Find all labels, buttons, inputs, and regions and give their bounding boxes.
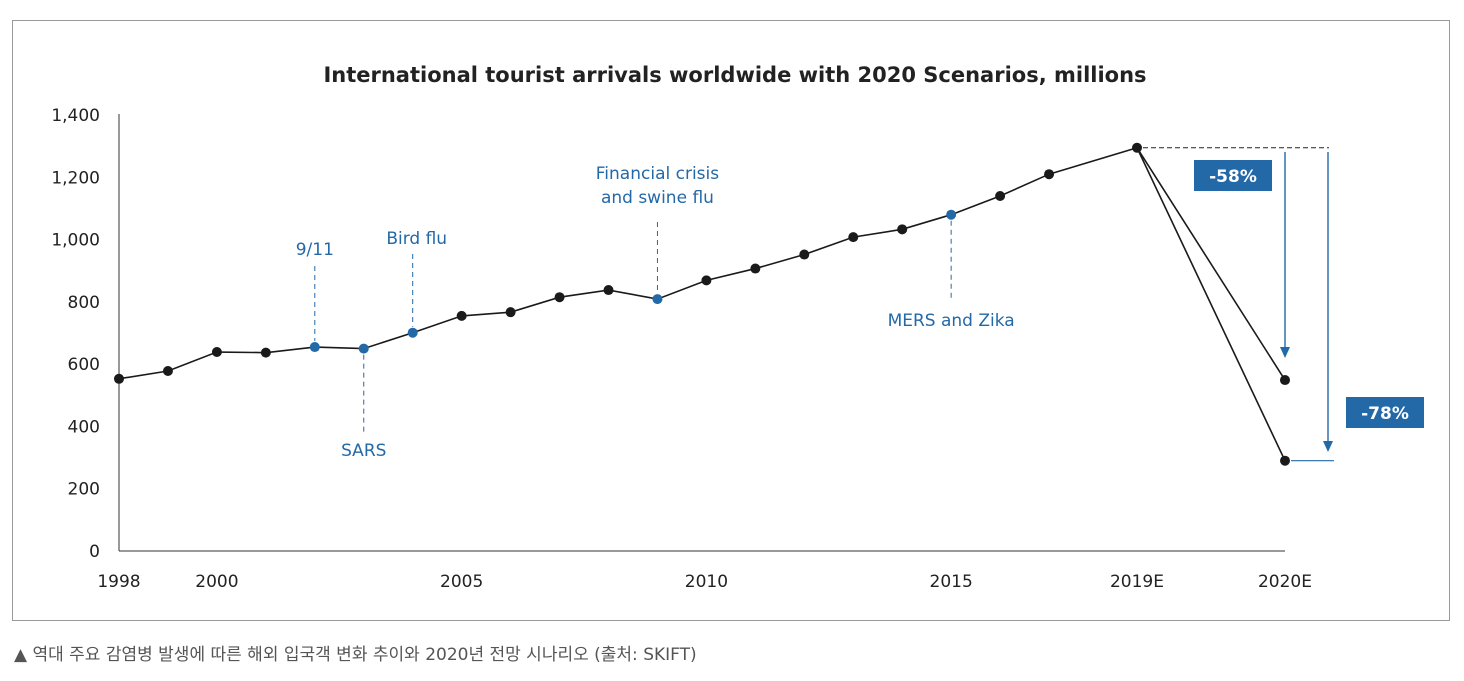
annotation-guides — [314, 147, 1334, 462]
y-tick-label: 800 — [68, 293, 100, 313]
y-tick-label: 0 — [89, 542, 100, 562]
annotation-label: Financial crisis and swine flu — [596, 164, 719, 208]
y-tick-label: 400 — [68, 417, 100, 437]
scenario-badge-label: -58% — [1209, 167, 1257, 187]
x-tick-label: 2005 — [440, 572, 483, 592]
x-tick-label: 1998 — [97, 572, 140, 592]
data-point — [750, 263, 761, 274]
data-point — [799, 249, 810, 260]
data-point — [603, 285, 614, 296]
data-point — [114, 373, 124, 384]
x-tick-label: 2020E — [1258, 572, 1312, 592]
scenario-line — [1136, 147, 1286, 462]
figure-caption: ▲ 역대 주요 감염병 발생에 따른 해외 입국객 변화 추이와 2020년 전… — [14, 645, 697, 665]
y-tick-label: 1,000 — [51, 231, 100, 251]
chart-frame — [12, 20, 1450, 621]
annotation-label-line: Financial crisis — [596, 164, 719, 184]
data-point — [1044, 169, 1055, 180]
scenario-point — [1280, 455, 1290, 466]
axes: 0 200 400 600 800 1,000 1,200 1,400 1998 2000 2005… — [51, 106, 1312, 592]
annotation-label-line: and swine flu — [601, 188, 714, 208]
annotation-label: MERS and Zika — [888, 311, 1015, 331]
scenario-point — [1280, 375, 1290, 386]
event-point — [309, 342, 320, 353]
annotation-labels: -58% -78% 9/11 SARS Bird flu Financial crisis… — [296, 160, 1424, 461]
data-point — [554, 292, 565, 303]
data-point — [162, 366, 173, 377]
drop-arrow-78-head — [1323, 441, 1333, 452]
scenario-line — [1136, 147, 1286, 381]
event-point — [652, 294, 663, 305]
data-point — [995, 191, 1006, 202]
scenario-badge — [1194, 160, 1272, 191]
x-tick-label: 2000 — [195, 572, 238, 592]
event-point — [946, 209, 957, 220]
scenario-badge-label: -78% — [1361, 404, 1409, 424]
data-point — [505, 307, 516, 318]
data-point — [848, 232, 859, 243]
x-tick-label: 2010 — [685, 572, 728, 592]
series-points — [114, 142, 1290, 466]
y-tick-label: 1,400 — [51, 106, 100, 126]
data-point — [456, 310, 467, 321]
x-tick-label: 2015 — [930, 572, 973, 592]
data-point — [211, 347, 222, 358]
annotation-label: Bird flu — [386, 229, 447, 249]
scenario-badge — [1346, 397, 1424, 428]
y-tick-label: 600 — [68, 355, 100, 375]
x-tick-label: 2019E — [1110, 572, 1164, 592]
data-point — [701, 275, 712, 286]
drop-arrow-58-head — [1280, 347, 1290, 358]
chart-title: International tourist arrivals worldwide… — [323, 63, 1146, 87]
data-point — [260, 347, 271, 358]
y-tick-label: 1,200 — [51, 168, 100, 188]
event-point — [407, 327, 418, 338]
annotation-label: SARS — [341, 441, 386, 461]
event-point — [358, 343, 369, 354]
data-point — [1132, 142, 1142, 153]
annotation-label: 9/11 — [296, 240, 334, 260]
y-tick-label: 200 — [68, 480, 100, 500]
data-point — [897, 224, 908, 235]
